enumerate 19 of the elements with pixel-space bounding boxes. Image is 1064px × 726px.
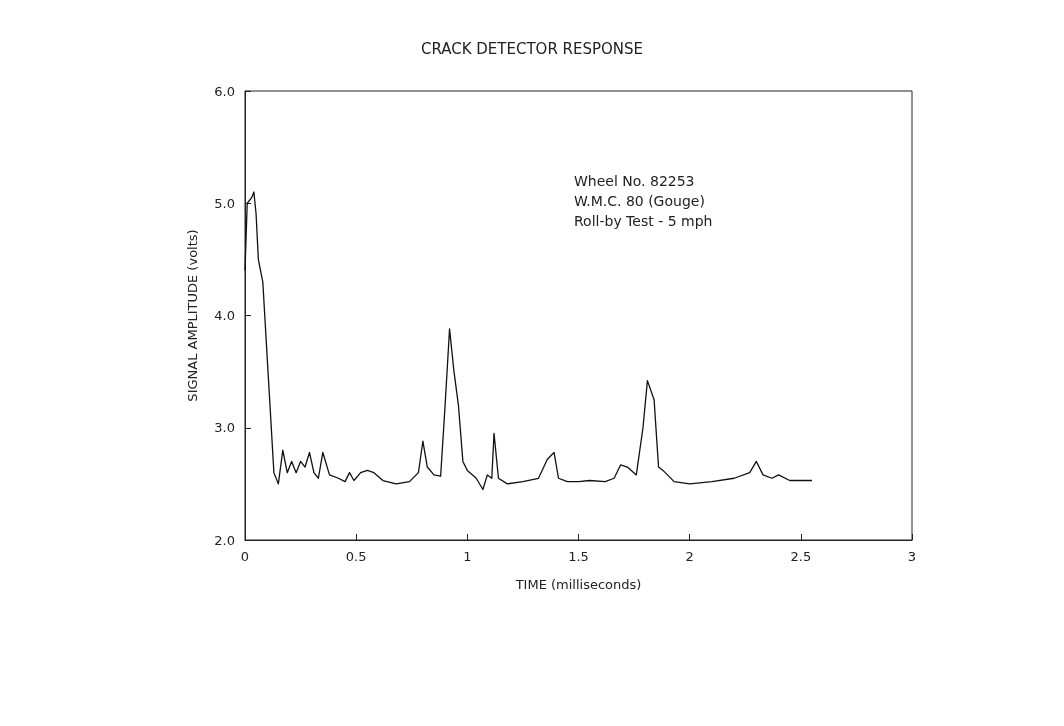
x-tick-label: 2.5 — [790, 549, 812, 564]
y-tick-label: 2.0 — [214, 532, 235, 548]
y-tick-label: 3.0 — [214, 420, 235, 436]
y-axis-title: SIGNAL AMPLITUDE (volts) — [185, 229, 200, 402]
y-tick-label: 5.0 — [214, 195, 235, 211]
x-tick-label: 2 — [685, 549, 694, 564]
annotation: Wheel No. 82253 — [574, 173, 695, 189]
chart-title: CRACK DETECTOR RESPONSE — [420, 39, 644, 58]
x-tick-label: 0.5 — [345, 549, 367, 564]
line-series — [244, 191, 813, 491]
y-tick-label: 4.0 — [214, 308, 235, 323]
annotation: Roll-by Test - 5 mph — [574, 213, 713, 229]
x-tick-label: 1.5 — [568, 549, 589, 564]
x-tick-label: 3 — [907, 549, 917, 564]
x-axis-title: TIME (milliseconds) — [514, 577, 642, 592]
annotation: W.M.C. 80 (Gouge) — [574, 193, 705, 209]
x-tick-label: 1 — [463, 549, 472, 564]
x-tick-label: 0 — [240, 549, 250, 564]
y-tick-label: 6.0 — [214, 83, 235, 99]
